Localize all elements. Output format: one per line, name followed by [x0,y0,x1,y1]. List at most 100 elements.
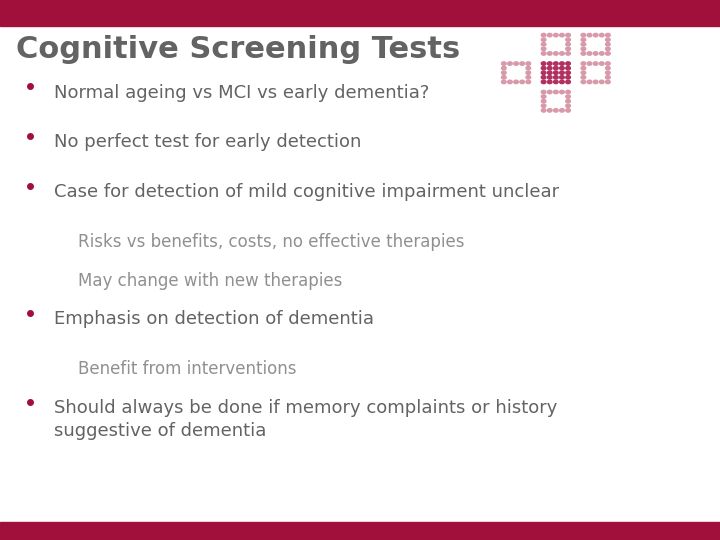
Circle shape [559,52,564,55]
Circle shape [554,66,558,70]
Circle shape [541,66,546,70]
Circle shape [520,80,524,84]
Circle shape [581,43,585,46]
Circle shape [541,104,546,107]
Circle shape [606,47,610,51]
Circle shape [600,80,604,84]
Circle shape [581,38,585,42]
Circle shape [502,71,506,75]
Circle shape [588,33,592,37]
Text: Should always be done if memory complaints or history
suggestive of dementia: Should always be done if memory complain… [54,399,557,440]
Circle shape [547,90,552,94]
Circle shape [600,62,604,65]
Circle shape [554,109,558,112]
Circle shape [600,52,604,55]
Circle shape [566,47,570,51]
Text: Case for detection of mild cognitive impairment unclear: Case for detection of mild cognitive imp… [54,183,559,201]
Circle shape [593,33,598,37]
Circle shape [566,66,570,70]
Circle shape [526,71,531,75]
Circle shape [593,62,598,65]
Circle shape [559,76,564,79]
Circle shape [554,62,558,65]
Circle shape [508,80,512,84]
Circle shape [566,80,570,84]
Circle shape [514,80,518,84]
Circle shape [566,109,570,112]
Circle shape [541,43,546,46]
Circle shape [566,71,570,75]
Circle shape [554,71,558,75]
Circle shape [581,62,585,65]
Circle shape [559,62,564,65]
Circle shape [566,43,570,46]
Circle shape [541,90,546,94]
Circle shape [526,62,531,65]
Circle shape [547,80,552,84]
Circle shape [541,76,546,79]
Circle shape [606,71,610,75]
Circle shape [593,52,598,55]
Circle shape [514,62,518,65]
Circle shape [581,71,585,75]
Circle shape [559,66,564,70]
Circle shape [588,80,592,84]
Circle shape [541,95,546,98]
Circle shape [606,43,610,46]
Circle shape [541,52,546,55]
Text: Normal ageing vs MCI vs early dementia?: Normal ageing vs MCI vs early dementia? [54,84,429,102]
Circle shape [541,33,546,37]
Circle shape [559,71,564,75]
Circle shape [547,33,552,37]
Bar [0,522,720,540]
Circle shape [566,99,570,103]
Circle shape [606,33,610,37]
Circle shape [581,33,585,37]
Circle shape [554,33,558,37]
Circle shape [581,47,585,51]
Circle shape [581,52,585,55]
Text: Cognitive Screening Tests: Cognitive Screening Tests [16,35,460,64]
Circle shape [606,62,610,65]
Circle shape [526,76,531,79]
Circle shape [581,80,585,84]
Circle shape [541,99,546,103]
Circle shape [547,52,552,55]
Circle shape [566,62,570,65]
Circle shape [606,76,610,79]
Text: No perfect test for early detection: No perfect test for early detection [54,133,361,151]
Circle shape [541,80,546,84]
Circle shape [566,52,570,55]
Circle shape [588,52,592,55]
Text: May change with new therapies: May change with new therapies [78,272,342,289]
Circle shape [520,62,524,65]
Circle shape [526,66,531,70]
Circle shape [547,71,552,75]
Circle shape [581,76,585,79]
Circle shape [566,33,570,37]
Circle shape [541,62,546,65]
Circle shape [606,52,610,55]
Bar [0,0,720,26]
Circle shape [526,80,531,84]
Circle shape [559,109,564,112]
Circle shape [566,90,570,94]
Circle shape [502,62,506,65]
Circle shape [541,38,546,42]
Circle shape [559,80,564,84]
Circle shape [606,66,610,70]
Circle shape [541,109,546,112]
Circle shape [547,76,552,79]
Circle shape [593,80,598,84]
Circle shape [566,104,570,107]
Text: Benefit from interventions: Benefit from interventions [78,360,296,378]
Circle shape [502,66,506,70]
Circle shape [502,80,506,84]
Circle shape [554,80,558,84]
Circle shape [559,90,564,94]
Circle shape [559,33,564,37]
Circle shape [547,66,552,70]
Circle shape [600,33,604,37]
Circle shape [541,47,546,51]
Text: Emphasis on detection of dementia: Emphasis on detection of dementia [54,310,374,328]
